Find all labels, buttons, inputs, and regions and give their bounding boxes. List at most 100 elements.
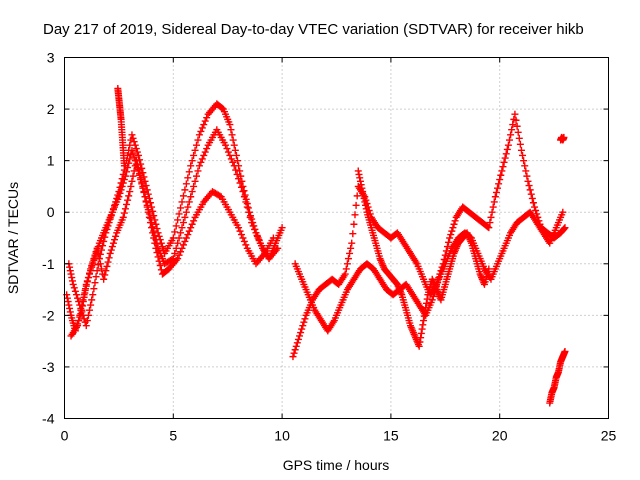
data-point (560, 225, 568, 233)
data-point (112, 232, 120, 240)
data-point (232, 166, 240, 174)
data-point (171, 249, 179, 257)
data-point (524, 177, 532, 185)
data-point (119, 213, 127, 221)
data-point (559, 208, 567, 216)
data-point (66, 304, 74, 312)
data-point (229, 136, 237, 144)
data-point (560, 133, 568, 141)
data-point (417, 334, 425, 342)
data-point (86, 306, 94, 314)
data-point (109, 239, 117, 247)
data-point (529, 199, 537, 207)
data-point (500, 158, 508, 166)
data-point (144, 208, 152, 216)
data-point (418, 325, 426, 333)
data-point (117, 186, 125, 194)
data-point (200, 121, 208, 129)
data-point (74, 322, 82, 330)
data-point (156, 262, 164, 270)
data-point (422, 299, 430, 307)
data-point (177, 229, 185, 237)
data-point (128, 177, 136, 185)
data-point (352, 201, 360, 209)
data-point (119, 179, 127, 187)
data-point (342, 265, 350, 273)
data-point (561, 347, 569, 355)
data-point (228, 131, 236, 139)
data-point (448, 227, 456, 235)
data-point (523, 172, 531, 180)
data-point (107, 212, 115, 220)
data-point (198, 124, 206, 132)
data-point (146, 219, 154, 227)
data-point (499, 163, 507, 171)
data-point (132, 157, 140, 165)
data-point (143, 203, 151, 211)
data-point (67, 270, 75, 278)
data-point (515, 134, 523, 142)
data-point (351, 211, 359, 219)
data-point (64, 298, 72, 306)
data-point (450, 220, 458, 228)
data-point (68, 274, 76, 282)
chart-title: Day 217 of 2019, Sidereal Day-to-day VTE… (43, 21, 584, 38)
data-point (153, 249, 161, 257)
data-point (231, 146, 239, 154)
data-point (242, 241, 250, 249)
y-tick-label: -3 (42, 359, 55, 375)
data-point (127, 182, 135, 190)
data-point (91, 279, 99, 287)
data-point (89, 258, 97, 266)
data-point (97, 246, 105, 254)
data-point (188, 157, 196, 165)
data-point (130, 138, 138, 146)
data-point (181, 186, 189, 194)
data-point (77, 306, 85, 314)
data-point (82, 322, 90, 330)
data-point (507, 131, 515, 139)
data-point (74, 294, 82, 302)
data-point (187, 193, 195, 201)
data-point (83, 278, 91, 286)
data-point (151, 239, 159, 247)
data-point (449, 224, 457, 232)
data-point (155, 232, 163, 240)
data-point (191, 146, 199, 154)
data-point (181, 237, 189, 245)
data-point (148, 224, 156, 232)
data-point (508, 126, 516, 134)
axis-ticks: 0 5 10 15 20 25 -4 -3 -2 -1 0 1 2 3 (42, 50, 616, 444)
data-point (486, 219, 494, 227)
data-point (239, 234, 247, 242)
data-point (179, 241, 187, 249)
data-point (419, 321, 427, 329)
y-axis-label: SDTVAR / TECUs (5, 182, 21, 294)
data-point (193, 141, 201, 149)
data-point (197, 158, 205, 166)
data-point (253, 232, 261, 240)
data-point (83, 317, 91, 325)
data-point (177, 248, 185, 256)
data-point (497, 171, 505, 179)
data-point (201, 117, 209, 125)
data-point (66, 263, 74, 271)
series-trace-b (65, 126, 282, 330)
data-point (121, 172, 129, 180)
data-point (88, 296, 96, 304)
data-point (485, 265, 493, 273)
data-point (63, 294, 71, 302)
data-point (298, 325, 306, 333)
data-point (184, 174, 192, 182)
data-point (521, 162, 529, 170)
data-point (106, 249, 114, 257)
data-point (428, 296, 436, 304)
data-point (505, 136, 513, 144)
data-point (297, 329, 305, 337)
data-point (230, 162, 238, 170)
data-point (359, 188, 367, 196)
x-tick-label: 0 (61, 428, 69, 444)
data-point (227, 155, 235, 163)
data-point (86, 269, 94, 277)
data-point (102, 267, 110, 275)
